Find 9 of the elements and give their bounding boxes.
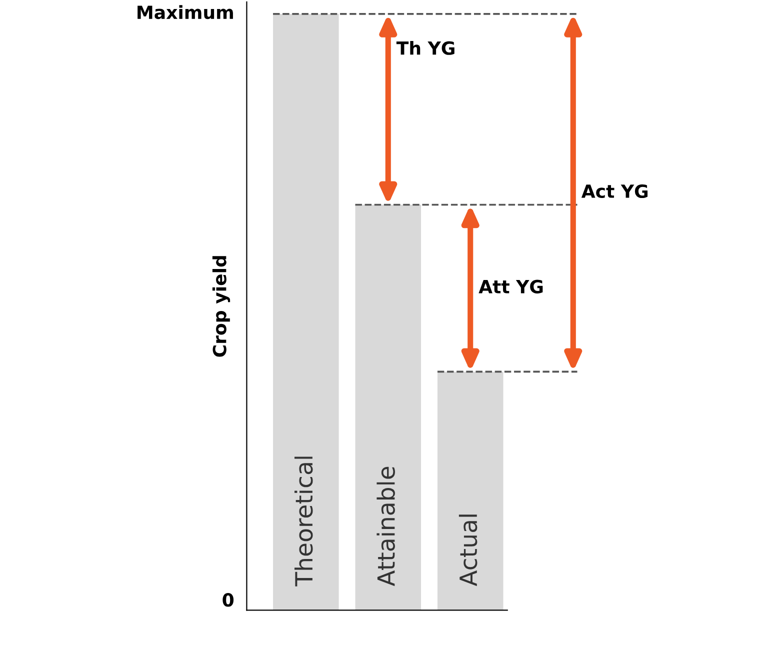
- annotation: Th YG: [396, 40, 454, 55]
- text: Maximum: [138, 5, 233, 20]
- text: 0: [222, 593, 234, 607]
- x-tick-label: Attainable: [376, 466, 395, 586]
- text: Act YG: [581, 184, 648, 198]
- x-tick-label: Actual: [458, 514, 478, 586]
- annotation: Att YG: [478, 280, 543, 294]
- x-tick-label: Theoretical: [294, 456, 313, 586]
- y-axis-title: Crop yield: [212, 256, 230, 357]
